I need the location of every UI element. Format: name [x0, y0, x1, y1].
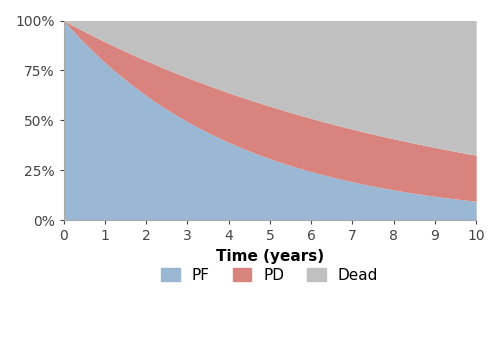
- X-axis label: Time (years): Time (years): [216, 249, 324, 264]
- Legend: PF, PD, Dead: PF, PD, Dead: [156, 261, 384, 289]
